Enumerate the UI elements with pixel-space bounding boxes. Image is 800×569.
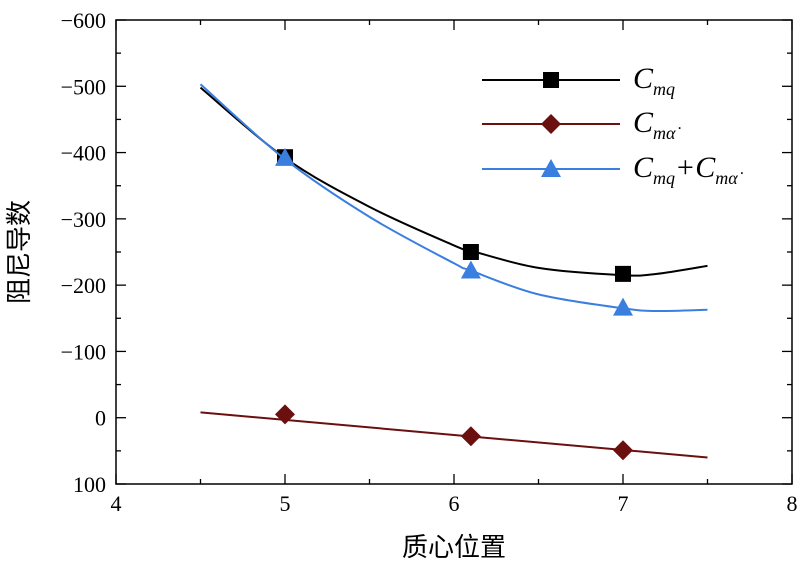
x-tick-label: 5 <box>280 491 291 516</box>
y-tick-label: −300 <box>61 207 106 232</box>
x-axis-label: 质心位置 <box>402 533 506 563</box>
legend-label-subscript: mα̇ <box>653 123 681 143</box>
x-tick-label: 7 <box>618 491 629 516</box>
legend-label-subscript: mq <box>653 168 675 188</box>
x-tick-label: 8 <box>787 491 798 516</box>
series-1 <box>199 86 708 282</box>
legend-label-plus: +C <box>675 151 716 184</box>
legend-marker <box>543 72 559 88</box>
y-tick-label: −100 <box>61 339 106 364</box>
y-tick-label: −400 <box>61 141 106 166</box>
legend-label-main: C <box>633 106 654 139</box>
data-point <box>460 426 481 447</box>
x-tick-label: 4 <box>111 491 122 516</box>
series-line <box>200 411 708 459</box>
y-tick-label: −600 <box>61 8 106 33</box>
x-tick-label: 6 <box>449 491 460 516</box>
legend-label: Cmα̇ <box>633 106 681 143</box>
legend-marker <box>541 114 561 134</box>
legend-label-main: C <box>633 151 654 184</box>
legend-entry-2: Cmα̇ <box>482 106 681 143</box>
series-layer <box>199 83 708 461</box>
legend-label-subscript: mq <box>653 79 675 99</box>
data-point <box>615 265 631 282</box>
legend-entry-1: Cmq <box>482 62 675 99</box>
y-tick-label: 100 <box>73 472 106 497</box>
axis-ticks: 4 5 6 7 8 −600 −500 −400 −300 −200 −100 0 100 <box>61 8 798 516</box>
legend-marker <box>541 159 561 177</box>
series-3 <box>199 83 708 316</box>
legend-entry-3: Cmq+Cmα̇ <box>482 151 744 188</box>
data-point <box>275 404 295 425</box>
series-line <box>199 83 708 313</box>
data-point <box>462 244 479 260</box>
data-point <box>275 147 295 166</box>
legend-label: Cmq <box>633 62 675 99</box>
series-line <box>199 86 708 277</box>
legend-label-subscript-2: mα̇ <box>715 168 743 188</box>
legend-label: Cmq+Cmα̇ <box>633 151 744 188</box>
legend-label-main: C <box>633 62 654 95</box>
data-point <box>460 260 481 279</box>
y-axis-label: 阻尼导数 <box>5 200 35 304</box>
data-point <box>613 440 633 461</box>
series-2 <box>200 404 708 461</box>
y-tick-label: 0 <box>95 406 106 431</box>
y-tick-label: −500 <box>61 74 106 99</box>
y-tick-label: −200 <box>61 273 106 298</box>
data-point <box>613 297 633 316</box>
